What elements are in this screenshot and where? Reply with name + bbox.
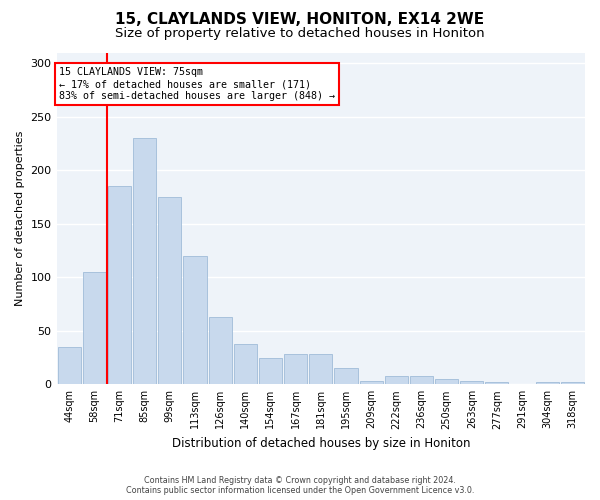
Bar [359, 381, 383, 384]
Bar [485, 382, 508, 384]
X-axis label: Distribution of detached houses by size in Honiton: Distribution of detached houses by size … [172, 437, 470, 450]
Bar [184, 256, 206, 384]
Bar [259, 358, 282, 384]
Text: 15, CLAYLANDS VIEW, HONITON, EX14 2WE: 15, CLAYLANDS VIEW, HONITON, EX14 2WE [115, 12, 485, 28]
Bar [158, 197, 181, 384]
Bar [108, 186, 131, 384]
Bar [234, 344, 257, 384]
Text: Size of property relative to detached houses in Honiton: Size of property relative to detached ho… [115, 28, 485, 40]
Bar [284, 354, 307, 384]
Y-axis label: Number of detached properties: Number of detached properties [15, 130, 25, 306]
Text: Contains HM Land Registry data © Crown copyright and database right 2024.
Contai: Contains HM Land Registry data © Crown c… [126, 476, 474, 495]
Bar [561, 382, 584, 384]
Bar [385, 376, 408, 384]
Text: 15 CLAYLANDS VIEW: 75sqm
← 17% of detached houses are smaller (171)
83% of semi-: 15 CLAYLANDS VIEW: 75sqm ← 17% of detach… [59, 68, 335, 100]
Bar [133, 138, 156, 384]
Bar [460, 381, 484, 384]
Bar [410, 376, 433, 384]
Bar [83, 272, 106, 384]
Bar [209, 317, 232, 384]
Bar [334, 368, 358, 384]
Bar [309, 354, 332, 384]
Bar [435, 379, 458, 384]
Bar [58, 347, 80, 385]
Bar [536, 382, 559, 384]
